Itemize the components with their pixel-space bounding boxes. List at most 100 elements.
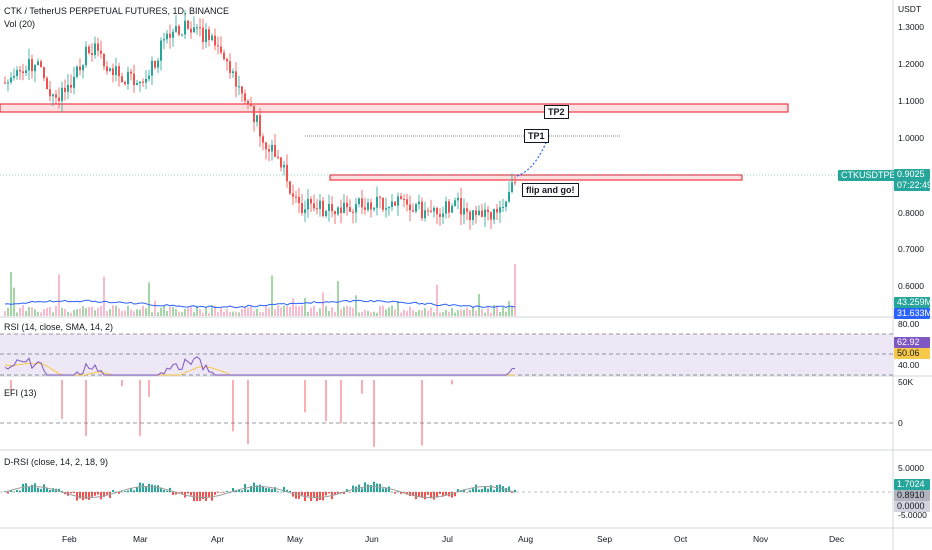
candle-body xyxy=(70,84,72,88)
rsi-sma-tag: 50.06 xyxy=(894,348,930,359)
volume-bar xyxy=(142,305,144,316)
price-axis[interactable]: USDT 1.3000 1.2000 1.1000 1.0000 0.8000 … xyxy=(898,4,927,520)
volume-bar xyxy=(343,306,345,316)
candle-body xyxy=(127,71,129,85)
drsi-bar xyxy=(349,492,351,493)
drsi-bar xyxy=(7,492,9,494)
rsi-indicator-label[interactable]: RSI (14, close, SMA, 14, 2) xyxy=(4,322,114,332)
volume-bar xyxy=(322,292,324,316)
drsi-bar xyxy=(10,490,12,492)
volume-bar xyxy=(130,309,132,316)
tp1-label[interactable]: TP1 xyxy=(524,129,549,143)
volume-bar xyxy=(247,307,249,316)
drsi-bar xyxy=(514,489,516,492)
volume-bar xyxy=(4,311,6,316)
candle-body xyxy=(121,76,123,83)
flip-note[interactable]: flip and go! xyxy=(522,183,579,197)
candle-body xyxy=(142,81,144,83)
efi-indicator-label[interactable]: EFI (13) xyxy=(4,388,37,398)
volume-bar xyxy=(301,305,303,316)
drsi-bar xyxy=(169,487,171,492)
volume-bar xyxy=(430,307,432,316)
candle-body xyxy=(274,145,276,157)
candle-body xyxy=(19,70,21,72)
candle-body xyxy=(292,193,294,197)
volume-bar xyxy=(34,309,36,316)
volume-bar xyxy=(31,307,33,316)
volume-bar xyxy=(487,306,489,316)
volume-bar xyxy=(46,308,48,316)
volume-bar xyxy=(415,312,417,316)
volume-bar xyxy=(295,305,297,316)
drsi-bar xyxy=(196,492,198,502)
volume-bar xyxy=(28,307,30,316)
tp2-label[interactable]: TP2 xyxy=(544,105,569,119)
candle-body xyxy=(148,75,150,79)
symbol-title[interactable]: CTK / TetherUS PERPETUAL FUTURES, 1D, BI… xyxy=(4,6,230,16)
flip-zone[interactable] xyxy=(329,174,743,181)
svg-text:0.6000: 0.6000 xyxy=(898,281,924,291)
candle-body xyxy=(157,60,159,68)
candle-body xyxy=(73,76,75,88)
volume-bar xyxy=(484,312,486,316)
drsi-bar xyxy=(217,492,219,493)
drsi-bar xyxy=(61,490,63,492)
volume-bar xyxy=(391,305,393,316)
candle-body xyxy=(358,198,360,205)
candle-body xyxy=(7,82,9,84)
candle-body xyxy=(487,209,489,213)
drsi-bar xyxy=(382,488,384,492)
drsi-bar xyxy=(334,492,336,496)
candle-body xyxy=(196,27,198,29)
drsi-bar xyxy=(142,483,144,492)
volume-bar xyxy=(175,309,177,316)
candle-body xyxy=(355,204,357,213)
volume-bar xyxy=(115,305,117,316)
drsi-bar xyxy=(166,490,168,492)
volume-bar xyxy=(418,310,420,316)
drsi-bar xyxy=(106,492,108,495)
candle-body xyxy=(424,210,426,219)
candle-body xyxy=(103,53,105,67)
volume-bar xyxy=(7,307,9,316)
time-axis[interactable]: Feb Mar Apr May Jun Jul Aug Sep Oct Nov … xyxy=(62,534,845,544)
rsi-line xyxy=(4,356,516,376)
volume-bar xyxy=(76,309,78,316)
drsi-bar xyxy=(418,492,420,497)
volume-indicator-label[interactable]: Vol (20) xyxy=(4,19,36,29)
volume-bar xyxy=(424,308,426,316)
drsi-bar xyxy=(220,492,222,493)
volume-bar xyxy=(262,312,264,316)
candle-body xyxy=(199,27,201,29)
drsi-value3-tag: 0.0000 xyxy=(894,501,930,512)
drsi-bar xyxy=(205,492,207,501)
svg-text:0: 0 xyxy=(898,418,903,428)
volume-bar xyxy=(502,306,504,316)
drsi-bar xyxy=(73,492,75,494)
drsi-indicator-label[interactable]: D-RSI (close, 14, 2, 18, 9) xyxy=(4,457,109,467)
volume-bar xyxy=(103,276,105,316)
drsi-bar xyxy=(52,488,54,492)
candle-body xyxy=(202,27,204,43)
candle-body xyxy=(361,198,363,208)
candle-body xyxy=(139,81,141,84)
volume-bar xyxy=(58,274,60,316)
drsi-bar xyxy=(409,492,411,497)
volume-bar xyxy=(376,312,378,316)
drsi-bar xyxy=(94,492,96,496)
tp2-zone[interactable] xyxy=(0,103,789,113)
candle-body xyxy=(112,68,114,76)
candle-body xyxy=(388,206,390,209)
drsi-bar xyxy=(172,492,174,495)
volume-bar xyxy=(85,307,87,316)
candle-body xyxy=(469,211,471,221)
drsi-bar xyxy=(355,486,357,492)
candle-body xyxy=(325,210,327,216)
candle-body xyxy=(52,94,54,97)
candle-body xyxy=(454,200,456,206)
candle-body xyxy=(277,156,279,158)
candle-body xyxy=(136,83,138,86)
volume-bar xyxy=(235,311,237,316)
drsi-bar xyxy=(187,492,189,494)
